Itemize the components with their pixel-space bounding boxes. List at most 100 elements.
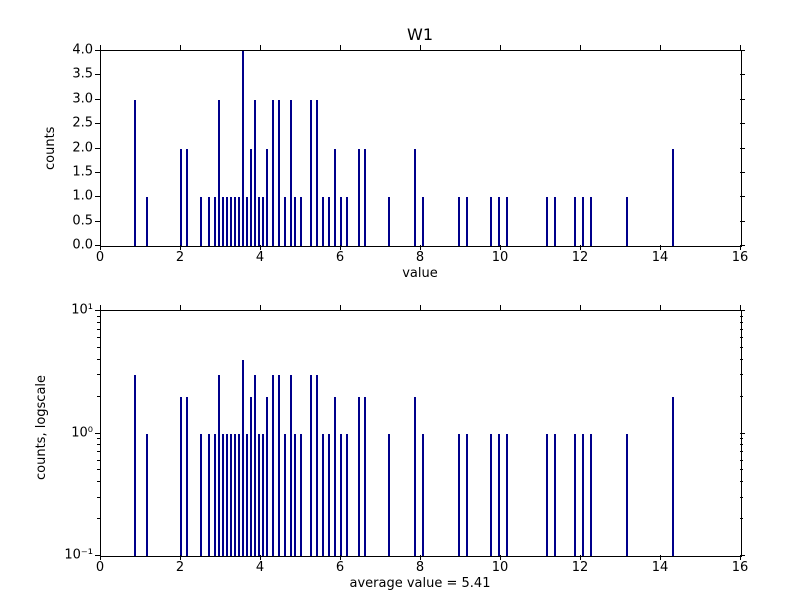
bar <box>278 375 281 556</box>
bar <box>672 149 675 247</box>
bar <box>582 434 585 557</box>
bar <box>234 434 237 557</box>
ytick-minor <box>97 374 100 375</box>
bar <box>672 397 675 556</box>
bottom-xlabel: average value = 5.41 <box>100 576 740 591</box>
bar <box>238 434 241 557</box>
bar <box>300 197 303 246</box>
ytick-minor <box>97 396 100 397</box>
xtick-label: 0 <box>96 560 104 575</box>
bar <box>278 100 281 246</box>
bar <box>284 434 287 557</box>
xtick-label: 14 <box>652 560 669 575</box>
ytick-label: 0.0 <box>60 238 93 253</box>
bar <box>294 434 297 557</box>
bar <box>272 100 275 246</box>
bar <box>284 197 287 246</box>
ytick-minor <box>740 359 743 360</box>
xtick-label: 16 <box>732 250 749 265</box>
bar <box>254 375 257 556</box>
bar <box>340 434 343 557</box>
bar <box>554 197 557 246</box>
ytick-minor <box>97 438 100 439</box>
bar <box>626 434 629 557</box>
bottom-ylabel: counts, logscale <box>34 375 49 480</box>
bar <box>328 434 331 557</box>
xtick-mark <box>420 45 421 50</box>
xtick-mark <box>180 45 181 50</box>
bar <box>222 434 225 557</box>
ytick-mark <box>95 310 100 311</box>
bar <box>364 149 367 247</box>
ytick-mark <box>740 196 745 197</box>
xtick-label: 4 <box>256 250 264 265</box>
bar <box>266 397 269 556</box>
ytick-mark <box>740 245 745 246</box>
bar <box>322 434 325 557</box>
bar <box>222 197 225 246</box>
xtick-mark <box>660 45 661 50</box>
bar <box>546 434 549 557</box>
bar <box>582 197 585 246</box>
xtick-mark <box>420 305 421 310</box>
xtick-label: 2 <box>176 250 184 265</box>
ytick-minor <box>97 518 100 519</box>
ytick-label: 0.5 <box>60 213 93 228</box>
xtick-mark <box>500 45 501 50</box>
ytick-mark <box>740 50 745 51</box>
bar <box>254 100 257 246</box>
bar <box>258 434 261 557</box>
bar <box>546 197 549 246</box>
bar <box>266 149 269 247</box>
xtick-mark <box>660 305 661 310</box>
bar <box>334 397 337 556</box>
bar <box>230 197 233 246</box>
top-xlabel: value <box>100 266 740 281</box>
xtick-label: 6 <box>336 560 344 575</box>
ytick-mark <box>740 433 745 434</box>
xtick-label: 0 <box>96 250 104 265</box>
ytick-label: 1.0 <box>60 189 93 204</box>
ytick-minor <box>740 451 743 452</box>
ytick-minor <box>740 497 743 498</box>
ytick-label: 2.5 <box>60 116 93 131</box>
bar <box>246 197 249 246</box>
bar <box>626 197 629 246</box>
bar <box>208 197 211 246</box>
ytick-minor <box>740 374 743 375</box>
ytick-minor <box>97 444 100 445</box>
bar <box>574 197 577 246</box>
xtick-label: 10 <box>492 250 509 265</box>
ytick-minor <box>740 518 743 519</box>
ytick-minor <box>740 322 743 323</box>
bar <box>490 434 493 557</box>
bar <box>218 100 221 246</box>
bar <box>466 434 469 557</box>
ytick-mark <box>95 50 100 51</box>
bar <box>238 197 241 246</box>
bar <box>218 375 221 556</box>
ytick-label: 3.5 <box>60 67 93 82</box>
xtick-mark <box>260 305 261 310</box>
ytick-minor <box>97 460 100 461</box>
ytick-mark <box>95 172 100 173</box>
bar <box>290 375 293 556</box>
bar <box>498 434 501 557</box>
ytick-mark <box>740 555 745 556</box>
ytick-mark <box>95 123 100 124</box>
bar <box>388 197 391 246</box>
ytick-label: 1.5 <box>60 164 93 179</box>
bar <box>242 360 245 556</box>
bar <box>590 434 593 557</box>
ytick-mark <box>95 555 100 556</box>
bar <box>574 434 577 557</box>
xtick-mark <box>340 45 341 50</box>
bar <box>262 434 265 557</box>
bar <box>346 197 349 246</box>
ytick-label: 2.0 <box>60 140 93 155</box>
bar <box>422 197 425 246</box>
top-chart-panel <box>100 50 742 247</box>
bar <box>554 434 557 557</box>
bar <box>506 434 509 557</box>
bar <box>250 149 253 247</box>
